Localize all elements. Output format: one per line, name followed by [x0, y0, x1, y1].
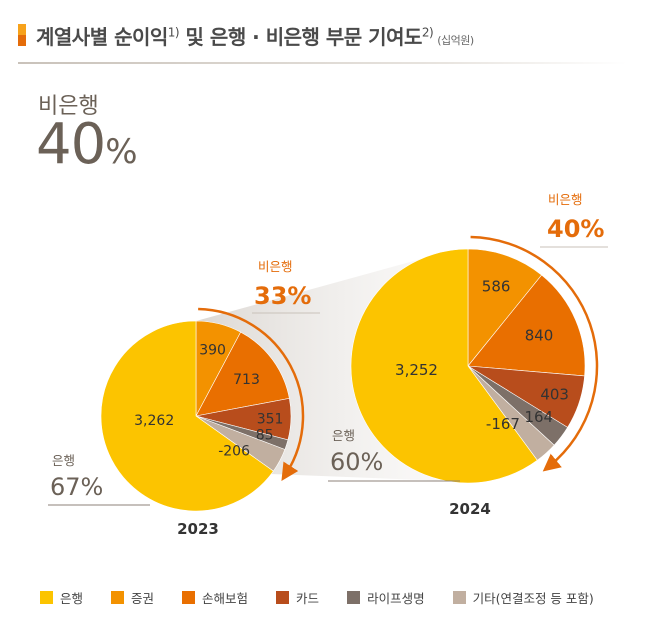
- legend-label: 손해보험: [202, 591, 249, 606]
- pie-2024-label-card: 403: [540, 386, 569, 404]
- legend-label: 기타(연결조정 등 포함): [472, 591, 594, 606]
- legend-swatch: [182, 591, 196, 604]
- title-text-mid: 및 은행 · 비은행 부문 기여도: [179, 24, 423, 49]
- legend-swatch: [347, 591, 361, 604]
- summary-label: 비은행: [38, 94, 99, 119]
- footnote-2: 2): [421, 24, 434, 39]
- bank-2024-label: 은행: [332, 428, 355, 443]
- summary-value: 40%: [36, 112, 138, 177]
- title-text: 계열사별 순이익: [36, 24, 168, 49]
- summary-percent: %: [105, 132, 137, 172]
- pie-2023-label-card: 351: [257, 411, 284, 427]
- pie-2023-label-securities: 390: [199, 343, 226, 359]
- title-divider: [18, 62, 627, 64]
- year-2024-label: 2024: [449, 500, 491, 518]
- legend-swatch: [111, 591, 125, 604]
- legend-item-other: 기타(연결조정 등 포함): [452, 588, 594, 607]
- pie-2024-nonbank-arc: [470, 235, 599, 472]
- pie-2024-slice-insurance: [467, 274, 586, 377]
- nonbank-2024-label: 비은행: [548, 192, 583, 207]
- bank-2023-label: 은행: [52, 453, 75, 468]
- summary-number: 40: [36, 112, 106, 177]
- legend-item-securities: 증권: [111, 588, 154, 607]
- pie-2024-label-insurance: 840: [525, 327, 554, 345]
- pie-2023-slice-insurance: [195, 331, 290, 417]
- pie-2023-slice-bank: [100, 320, 274, 512]
- legend-label: 증권: [131, 591, 155, 606]
- bank-2023-value: 67%: [50, 473, 103, 501]
- legend-label: 카드: [296, 591, 320, 606]
- pie-2024-label-other: -167: [486, 415, 520, 433]
- pie-2023-label-other: -206: [218, 444, 250, 460]
- nonbank-2023-value: 33%: [254, 282, 311, 310]
- pie-2024-label-life: 164: [524, 408, 553, 426]
- pie-2023-label-life: 85: [256, 427, 274, 443]
- legend-item-insurance: 손해보험: [182, 588, 248, 607]
- title-accent-bar: [18, 24, 26, 46]
- pie-2024-label-bank: 3,252: [395, 361, 438, 379]
- pie-2023-label-insurance: 713: [233, 372, 260, 388]
- bank-2024-value: 60%: [330, 448, 383, 476]
- legend-swatch: [40, 591, 53, 604]
- legend-label: 은행: [60, 591, 84, 606]
- pie-2024-slice-bank: [350, 248, 538, 484]
- page-title: 계열사별 순이익1) 및 은행 · 비은행 부문 기여도2)(십억원): [18, 20, 474, 50]
- legend: 은행 증권 손해보험 카드 라이프생명 기타(연결조정 등 포함): [40, 588, 622, 607]
- legend-swatch: [276, 591, 290, 604]
- pie-2024-label-securities: 586: [482, 278, 511, 296]
- legend-item-card: 카드: [276, 588, 319, 607]
- year-2023-label: 2023: [177, 520, 219, 538]
- pie-2024-slice-securities: [467, 248, 543, 367]
- unit-label: (십억원): [437, 33, 474, 47]
- footnote-1: 1): [167, 24, 180, 39]
- legend-item-bank: 은행: [40, 588, 83, 607]
- nonbank-2024-value: 40%: [547, 215, 604, 243]
- legend-swatch: [452, 591, 466, 604]
- pie-2023-nonbank-arc: [198, 307, 305, 482]
- nonbank-2023-label: 비은행: [258, 259, 293, 274]
- legend-item-life: 라이프생명: [347, 588, 425, 607]
- legend-label: 라이프생명: [367, 591, 425, 606]
- pie-2023-label-bank: 3,262: [134, 413, 174, 429]
- chart-title: 계열사별 순이익1) 및 은행 · 비은행 부문 기여도2)(십억원): [36, 21, 474, 50]
